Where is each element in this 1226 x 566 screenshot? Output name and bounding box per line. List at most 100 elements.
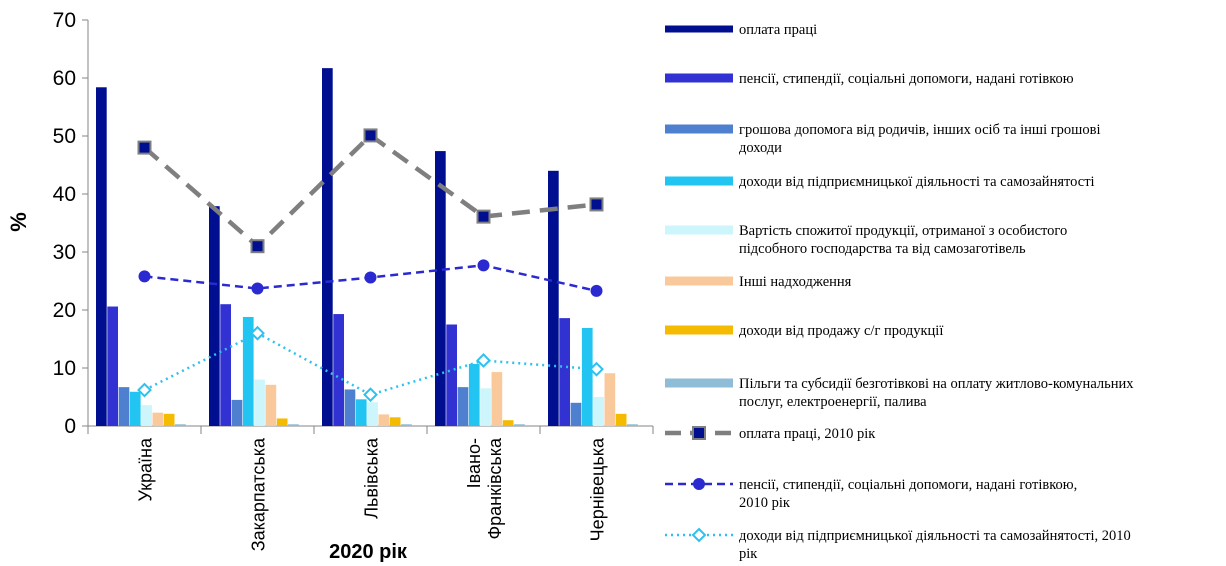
x-tick-label-line: Івано-: [464, 438, 484, 488]
line-point: [250, 325, 265, 341]
legend-swatch: [665, 25, 733, 33]
x-axis-label: 2020 рік: [329, 541, 408, 563]
legend-swatch: [665, 73, 733, 83]
legend-marker: [691, 527, 707, 543]
bar: [96, 87, 107, 426]
bar: [265, 384, 277, 426]
legend-item: пенсії, стипендії, соціальні допомоги, н…: [665, 71, 1074, 87]
bar: [457, 387, 469, 426]
line-point: [476, 209, 491, 224]
bar: [480, 388, 491, 426]
legend-label: підсобного господарства та від самозагот…: [739, 241, 1026, 257]
legend-label: Пільги та субсидії безготівкові на оплат…: [739, 376, 1134, 392]
x-tick-label-line: Україна: [136, 437, 156, 501]
legend-label: оплата праці: [739, 22, 817, 38]
bar: [502, 420, 514, 426]
bar: [231, 399, 243, 426]
bar: [118, 387, 130, 426]
bar: [288, 424, 299, 426]
y-tick-label: 30: [53, 241, 76, 264]
line-point: [589, 197, 604, 212]
legend-marker: [693, 478, 705, 490]
line-point: [251, 282, 264, 295]
bar: [209, 206, 220, 426]
x-tick-label-line: Закарпатська: [249, 437, 269, 551]
legend-item: доходи від підприємницької діяльності та…: [665, 174, 1095, 190]
bar: [333, 314, 344, 426]
y-tick-label: 20: [53, 299, 76, 322]
bar: [559, 318, 570, 426]
legend-label: рік: [739, 546, 758, 562]
bar: [627, 424, 638, 426]
legend-label: послуг, електроенергії, палива: [739, 394, 927, 410]
y-tick-label: 50: [53, 125, 76, 148]
bar: [276, 418, 288, 426]
line-point: [137, 382, 152, 398]
legend-item: оплата праці: [665, 22, 817, 38]
legend-swatch: [665, 378, 733, 388]
bar: [548, 170, 559, 426]
bar: [604, 373, 616, 426]
line-point: [476, 353, 491, 368]
bar: [344, 389, 356, 426]
x-tick-label: Львівська: [362, 437, 382, 519]
bar: [446, 324, 457, 426]
bar: [220, 304, 231, 426]
legend-item: оплата праці, 2010 рік: [665, 426, 876, 442]
bar: [254, 379, 265, 426]
y-tick-label: 10: [53, 357, 76, 380]
legend-label: 2010 рік: [739, 495, 791, 511]
lines: [137, 128, 604, 403]
line-point: [589, 361, 604, 377]
bar: [593, 397, 604, 426]
line-point: [250, 239, 265, 254]
bar: [389, 417, 401, 426]
y-tick-label: 70: [53, 9, 76, 32]
x-tick-label: Україна: [136, 437, 156, 501]
bar: [468, 363, 480, 426]
legend-swatch: [665, 276, 733, 286]
bar: [152, 412, 164, 426]
bar: [367, 402, 378, 426]
line-point: [137, 140, 152, 155]
bar: [615, 413, 627, 426]
legend-label: оплата праці, 2010 рік: [739, 426, 876, 442]
legend-label: Інші надходження: [739, 274, 852, 290]
legend-label: пенсії, стипендії, соціальні допомоги, н…: [739, 477, 1077, 493]
legend-label: грошова допомога від родичів, інших осіб…: [739, 122, 1100, 138]
legend-label: доходи: [739, 140, 782, 156]
y-tick-label: 40: [53, 183, 76, 206]
x-tick-label-line: Франківська: [485, 437, 505, 540]
bar: [570, 402, 582, 426]
bar: [491, 372, 503, 426]
line-point: [138, 270, 151, 283]
axes: 0 10 20 30 40 50 60 70: [53, 9, 654, 438]
bar: [163, 413, 175, 426]
bar: [141, 405, 152, 426]
line-point: [477, 259, 490, 272]
legend-label: пенсії, стипендії, соціальні допомоги, н…: [739, 71, 1074, 87]
x-tick-label: Івано- Франківська: [464, 437, 505, 540]
legend-swatch: [665, 176, 733, 186]
line-point: [363, 128, 378, 143]
bar: [378, 414, 390, 426]
legend-marker: [692, 426, 706, 440]
x-tick-label: Чернівецька: [588, 437, 608, 541]
legend-item: Пільги та субсидії безготівкові на оплат…: [665, 376, 1134, 410]
legend-label: Вартість спожитої продукції, отриманої з…: [739, 223, 1067, 239]
bar: [129, 391, 141, 426]
legend-item: Інші надходження: [665, 274, 852, 290]
bar: [355, 399, 367, 426]
legend-item: пенсії, стипендії, соціальні допомоги, н…: [665, 477, 1077, 511]
x-tick-label: Закарпатська: [249, 437, 269, 551]
bar: [435, 151, 446, 426]
x-tick-label-line: Чернівецька: [588, 437, 608, 541]
line-point: [590, 284, 603, 297]
bar: [175, 424, 186, 426]
series-line: [143, 331, 597, 397]
bars: [96, 68, 638, 426]
legend-item: Вартість спожитої продукції, отриманої з…: [665, 223, 1067, 257]
legend-label: доходи від підприємницької діяльності та…: [739, 174, 1095, 190]
bar: [107, 306, 118, 426]
